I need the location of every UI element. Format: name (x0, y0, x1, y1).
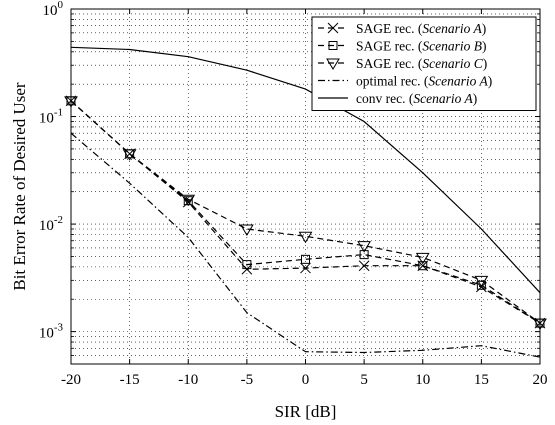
legend-box (311, 16, 537, 111)
marker-x (300, 262, 311, 274)
plot-series (64, 46, 547, 358)
x-tick-label: -15 (120, 372, 140, 388)
x-tick-label: 0 (302, 372, 310, 388)
legend-item: conv rec. (Scenario A) (318, 91, 477, 106)
y-tick-label: 10-2 (39, 214, 63, 234)
legend-item: optimal rec. (Scenario A) (318, 74, 492, 89)
marker-triangle-down (326, 58, 340, 70)
series-line (70, 132, 541, 358)
marker-triangle-down (298, 231, 313, 244)
marker-triangle-down (239, 224, 254, 236)
legend-label: optimal rec. (Scenario A) (356, 74, 492, 89)
marker-square (328, 41, 338, 50)
marker-square (242, 260, 252, 270)
marker-triangle-down (415, 252, 430, 265)
x-tick-label: -5 (241, 372, 254, 388)
legend-label: SAGE rec. (Scenario B) (356, 39, 486, 54)
legend-item: SAGE rec. (Scenario B) (318, 39, 486, 54)
marker-square (476, 280, 486, 290)
marker-x (417, 260, 429, 272)
x-tick-label: 5 (360, 372, 368, 388)
series-2 (66, 96, 545, 328)
x-tick-label: 20 (533, 372, 548, 388)
series-4 (70, 132, 541, 358)
x-tick-label: 10 (415, 372, 430, 388)
x-tick-label: -10 (178, 372, 198, 388)
y-tick-label: 10-1 (39, 107, 63, 127)
marker-triangle-down (357, 241, 372, 253)
series-5 (70, 46, 541, 294)
y-tick-label: 100 (43, 0, 64, 19)
series-3 (64, 96, 547, 331)
marker-x (241, 263, 253, 275)
x-tick-label: 15 (474, 372, 489, 388)
legend-label: SAGE rec. (Scenario C) (356, 56, 487, 71)
marker-x (327, 22, 339, 34)
y-axis-label: Bit Error Rate of Desired User (10, 82, 29, 291)
y-tick-label: 10-3 (39, 322, 64, 342)
legend-label: conv rec. (Scenario A) (356, 91, 477, 106)
marker-triangle-down (181, 194, 196, 207)
marker-x (358, 260, 370, 272)
legend-item: SAGE rec. (Scenario C) (318, 56, 487, 71)
series-line (70, 46, 541, 294)
marker-triangle-down (474, 275, 489, 288)
marker-square (301, 254, 310, 264)
legend-label: SAGE rec. (Scenario A) (356, 21, 486, 36)
marker-triangle-down (122, 149, 137, 161)
legend-item: SAGE rec. (Scenario A) (318, 21, 486, 36)
x-tick-label: -20 (61, 372, 81, 388)
marker-square (418, 261, 428, 271)
x-axis-label: SIR [dB] (275, 402, 337, 421)
legend: SAGE rec. (Scenario A) SAGE rec. (Scenari… (311, 16, 537, 111)
axis-ticks: -20 -15 -10 -5 0 5 10 15 20 100 10-1 10-2 10-3 (39, 0, 548, 388)
marker-square (359, 250, 369, 260)
series-line (70, 100, 541, 324)
